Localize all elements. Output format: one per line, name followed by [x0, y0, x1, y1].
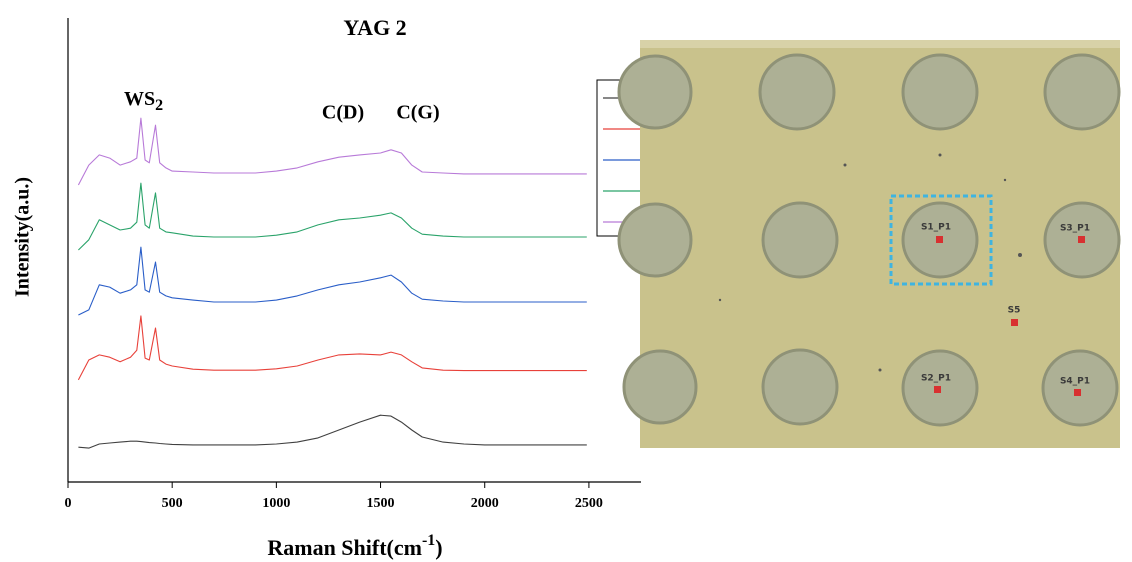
annotation: C(D) [322, 102, 364, 124]
chart-title: YAG 2 [343, 15, 406, 40]
x-tick-label: 1500 [367, 496, 395, 511]
point-label: S5 [1008, 306, 1021, 316]
series-line [78, 247, 586, 315]
x-axis-label-end: ) [435, 535, 442, 560]
x-tick-label: 0 [65, 496, 72, 511]
annotation: WS2 [124, 88, 163, 114]
point-label: S3_P1 [1060, 224, 1090, 234]
point-label: S4_P1 [1060, 377, 1090, 387]
figure: YAG 2 Intensity(a.u.) Raman Shift(cm-1) … [0, 0, 1132, 562]
x-tick-label: 1000 [262, 496, 290, 511]
y-axis-label: Intensity(a.u.) [12, 177, 34, 297]
series-line [78, 316, 586, 380]
annotation-sub: 2 [155, 97, 163, 114]
x-tick-label: 500 [162, 496, 183, 511]
micrograph: S1_P1 S3_P1 S5 S2_P1 S4_P1 [619, 40, 1120, 448]
x-tick-label: 2500 [575, 496, 603, 511]
plot-area: 0 500 1000 1500 2000 2500 [65, 118, 603, 511]
micrograph-edge [640, 40, 1120, 48]
annotation-text: WS [124, 88, 155, 110]
point-label: S2_P1 [921, 374, 951, 384]
x-axis-label-text: Raman Shift(cm [267, 535, 422, 560]
x-tick-label: 2000 [471, 496, 499, 511]
series-line [78, 118, 586, 185]
series-line [78, 415, 586, 448]
point-label: S1_P1 [921, 223, 951, 233]
annotation: C(G) [396, 102, 439, 124]
x-axis-label: Raman Shift(cm-1) [267, 532, 442, 560]
series-line [78, 183, 586, 250]
x-axis-label-sup: -1 [422, 532, 435, 549]
